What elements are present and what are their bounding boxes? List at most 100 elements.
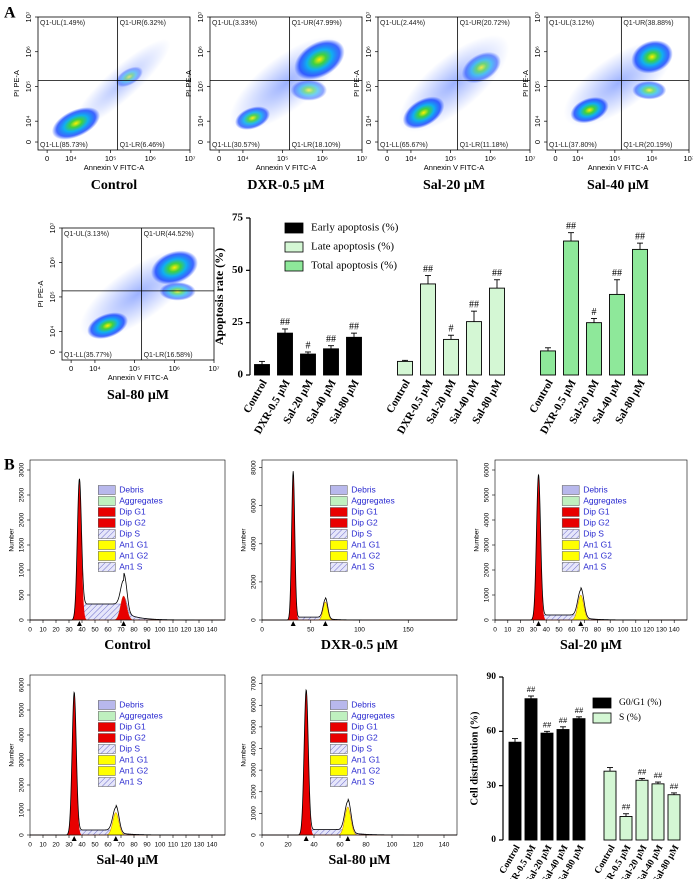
peak-marker [303,836,309,841]
density-cloud [402,96,445,129]
x-tick-label: 50 [307,627,315,634]
legend-swatch [561,551,580,561]
legend-label: Aggregates [583,495,626,505]
y-tick-label: 10⁷ [48,222,57,233]
legend-swatch [561,496,580,506]
significance-mark: ## [469,299,479,310]
chart-title: Sal-40 μM [97,853,159,868]
x-tick-label: 140 [207,627,218,634]
peak-marker [578,621,584,626]
quadrant-label: Q1-UL(3.12%) [549,20,594,27]
x-tick-label: 10⁷ [356,154,367,163]
quadrant-label: Q1-UL(3.13%) [64,231,109,238]
legend-swatch [98,777,116,787]
legend-label: Dip G1 [583,506,610,516]
peak-marker [71,836,77,841]
x-tick-label: 80 [594,627,602,634]
legend-label: An1 G2 [119,550,148,560]
y-tick-label: 10⁶ [533,46,542,57]
legend-swatch [330,711,348,721]
bar [632,248,648,376]
y-axis-label: PI PE-A [352,70,361,97]
bar [540,732,554,841]
bar [586,322,602,376]
y-tick-label: 25 [232,316,244,328]
bar [556,729,570,841]
y-tick-label: 3000 [484,537,491,552]
legend-swatch [98,733,116,743]
peak-marker [113,836,119,841]
y-tick-label: 4000 [251,741,258,756]
y-tick-label: 30 [487,781,497,791]
x-tick-label: 10⁶ [317,154,328,163]
significance-mark: ## [635,231,645,242]
x-tick-label: 10⁶ [485,154,496,163]
x-tick-label: 10⁷ [683,154,693,163]
legend-swatch [561,540,580,550]
legend-swatch [592,697,612,709]
legend-swatch [98,496,116,506]
legend-swatch [561,529,580,539]
y-tick-label: 10⁶ [24,46,33,57]
bar [443,338,459,376]
y-tick-label: 10⁴ [533,115,542,127]
x-tick-label: 0 [260,842,264,849]
legend-label: An1 G2 [583,550,612,560]
quadrant-label: Q1-UR(44.52%) [144,231,194,238]
x-tick-label: 10⁵ [129,364,140,373]
significance-mark: # [449,324,454,335]
chart-title: Sal-20 μM [560,638,622,653]
x-tick-label: 0 [260,627,264,634]
y-tick-label: 1000 [484,587,491,602]
legend-swatch [330,562,348,572]
x-tick-label: 20 [517,627,525,634]
density-cloud [235,106,271,130]
legend-label: Debris [351,699,376,709]
x-tick-label: 140 [439,842,450,849]
legend-label: Debris [351,484,376,494]
x-tick-label: 60 [104,627,112,634]
bar [300,353,316,376]
chart-title: Sal-80 μM [329,853,391,868]
g2-peak [262,806,457,836]
y-tick-label: 10⁴ [196,115,205,127]
y-tick-label: 0 [533,140,542,144]
x-tick-label: 10⁵ [277,154,288,163]
x-tick-label: 10⁴ [89,364,101,373]
legend-label: Dip G2 [583,517,610,527]
x-tick-label: 100 [618,627,629,634]
legend-swatch [330,529,348,539]
x-tick-label: 10⁷ [524,154,535,163]
x-tick-label: 0 [28,627,32,634]
legend-label: Aggregates [351,495,394,505]
bar [667,794,681,841]
x-tick-label: 0 [69,364,73,373]
quadrant-label: Q1-LR(6.46%) [120,142,165,149]
y-tick-label: 10⁵ [364,81,373,92]
quadrant-label: Q1-LL(37.80%) [549,142,597,149]
legend-label: Dip S [351,743,372,753]
plot-frame [37,16,191,151]
y-axis-label: PI PE-A [12,70,21,97]
x-tick-label: 0 [553,154,557,163]
y-tick-label: 10⁴ [364,115,373,127]
legend-swatch [330,700,348,710]
x-tick-label: 0 [217,154,221,163]
legend-swatch [330,722,348,732]
y-tick-label: 5000 [251,719,258,734]
density-cloud [150,250,198,285]
y-axis-label: PI PE-A [36,281,45,308]
legend-label: Dip G1 [351,721,378,731]
chart-title: DXR-0.5 μM [321,638,398,653]
x-tick-label: 10 [39,842,47,849]
y-tick-label: 10⁵ [24,81,33,92]
plot-frame [29,674,226,836]
y-tick-label: 75 [232,212,244,224]
legend-label: An1 G1 [583,539,612,549]
y-tick-label: 1500 [19,537,26,552]
x-tick-label: 10⁴ [405,154,417,163]
y-tick-label: 0 [19,833,26,837]
legend-label: Dip S [119,528,140,538]
x-tick-label: 140 [207,842,218,849]
